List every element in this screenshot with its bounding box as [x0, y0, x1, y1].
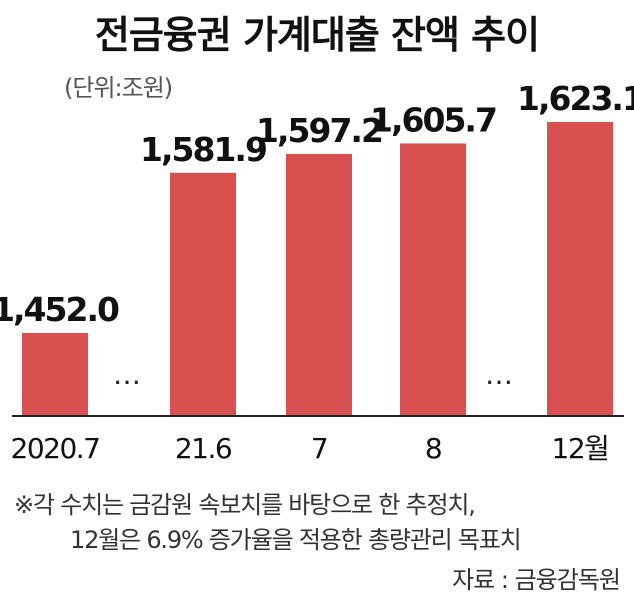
data-label-3: 1,597.2: [256, 111, 382, 150]
bar-chart: 1,452.0 2020.7 1,581.9 21.6 1,597.2 7 1,605.7 8…: [0, 79, 634, 465]
category-label-2: 21.6: [175, 432, 232, 465]
gap-marker-2: …: [485, 358, 513, 391]
category-label-3: 7: [311, 432, 327, 465]
bar-4: [400, 143, 466, 416]
data-label-5: 1,623.1: [517, 79, 634, 118]
footnote-line-2: 12월은 6.9% 증가율을 적용한 총량관리 목표치: [70, 526, 522, 554]
bar-3: [286, 153, 352, 416]
bar-1: [22, 333, 88, 416]
unit-label: (단위:조원): [64, 74, 173, 102]
category-label-5: 12월: [552, 432, 609, 465]
gap-marker-1: …: [113, 358, 141, 391]
chart-title: 전금융권 가계대출 잔액 추이: [94, 13, 540, 57]
data-label-2: 1,581.9: [140, 130, 266, 169]
data-label-1: 1,452.0: [0, 290, 119, 329]
bar-5: [547, 122, 613, 416]
category-label-4: 8: [425, 432, 441, 465]
source-label: 자료 : 금융감독원: [452, 566, 621, 594]
data-label-4: 1,605.7: [370, 100, 496, 139]
bar-2: [170, 172, 236, 416]
category-label-1: 2020.7: [11, 432, 100, 465]
footnote-line-1: ※각 수치는 금감원 속보치를 바탕으로 한 추정치,: [14, 491, 476, 519]
